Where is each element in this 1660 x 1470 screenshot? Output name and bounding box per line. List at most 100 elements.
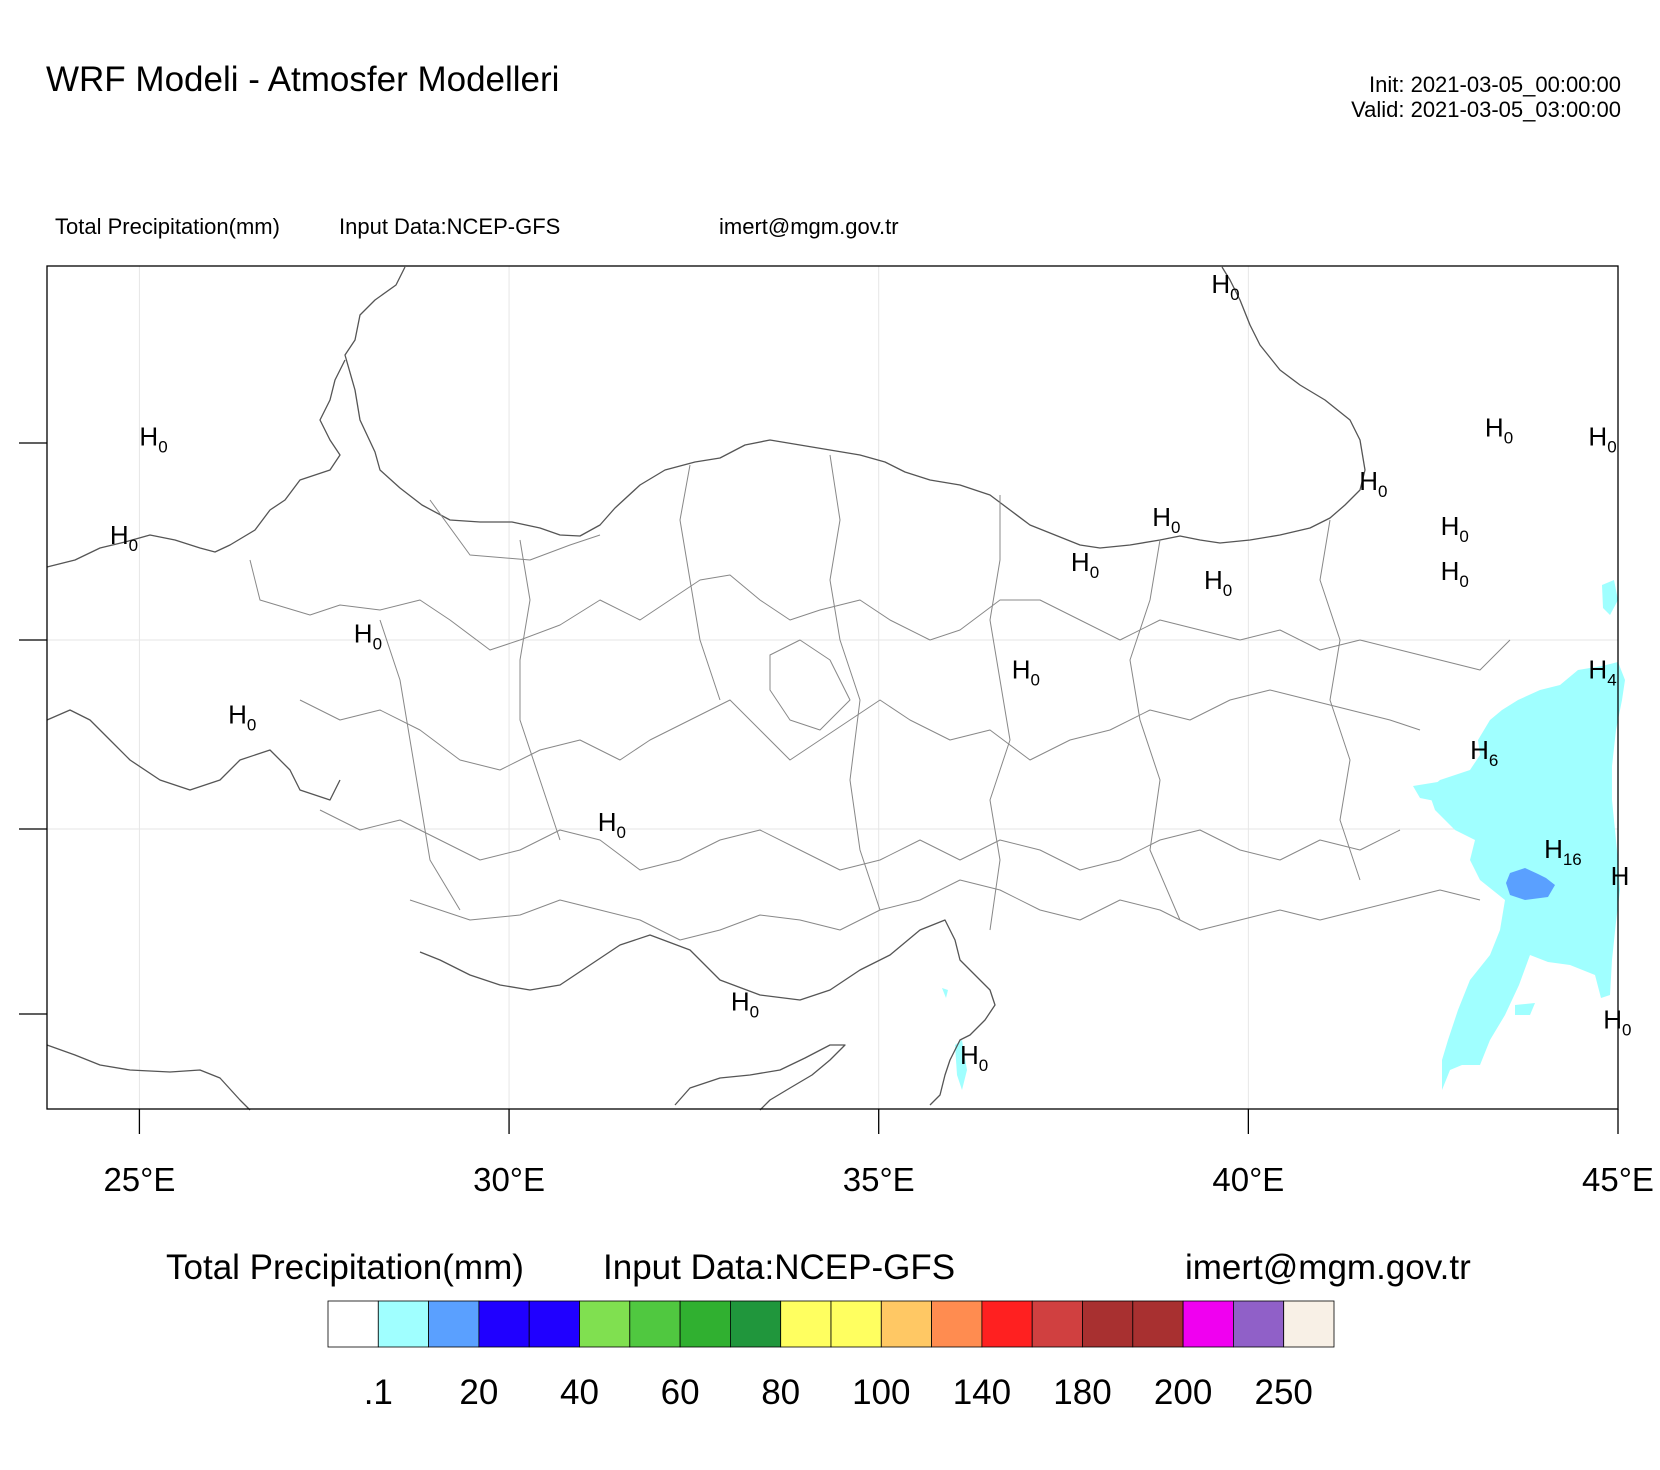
max-marker-value: 0 <box>158 437 167 456</box>
max-marker-value: 0 <box>1171 518 1180 537</box>
colorbar-label-3: 60 <box>660 1373 700 1412</box>
colorbar-box-10 <box>830 1300 882 1348</box>
colorbar-box-13 <box>981 1300 1033 1348</box>
max-marker-value: 0 <box>1459 572 1468 591</box>
colorbar-box-11 <box>880 1300 932 1348</box>
max-marker-14: H0 <box>228 699 256 734</box>
max-marker-value: 0 <box>1090 563 1099 582</box>
lon-tick-label-1: 30°E <box>473 1161 545 1198</box>
colorbar-label-2: 40 <box>560 1373 599 1412</box>
max-marker-value: 0 <box>1230 285 1239 304</box>
colorbar-box-9 <box>780 1300 832 1348</box>
max-marker-value: 6 <box>1489 751 1498 770</box>
max-marker-3: H0 <box>1588 421 1616 456</box>
colorbar-box-17 <box>1182 1300 1234 1348</box>
max-marker-2: H0 <box>1485 412 1513 447</box>
field-label: Total Precipitation(mm) <box>55 214 280 239</box>
colorbar-box-7 <box>679 1300 731 1348</box>
max-marker-value: 0 <box>373 635 382 654</box>
max-marker-value: 0 <box>1378 482 1387 501</box>
max-marker-16: H0 <box>598 807 626 842</box>
colorbar-box-3 <box>478 1300 530 1348</box>
max-marker-value: 0 <box>750 1002 759 1021</box>
max-marker-19: H0 <box>731 986 759 1021</box>
colorbar-label-4: 80 <box>761 1373 801 1412</box>
colorbar-box-2 <box>428 1300 480 1348</box>
colorbar-email: imert@mgm.gov.tr <box>1185 1248 1471 1287</box>
input-data-label: Input Data:NCEP-GFS <box>339 214 561 239</box>
max-marker-5: H0 <box>110 520 138 555</box>
lon-axis: 25°E 30°E 35°E 40°E 45°E <box>103 1109 1654 1198</box>
max-marker-value: 0 <box>1459 527 1468 546</box>
max-marker-18: H <box>1611 861 1630 891</box>
max-marker-value: 0 <box>617 823 626 842</box>
max-marker-value: 0 <box>1607 437 1616 456</box>
colorbar-label-5: 100 <box>852 1373 911 1412</box>
max-marker-0: H0 <box>1211 269 1239 304</box>
colorbar-box-5 <box>579 1300 631 1348</box>
max-marker-10: H0 <box>1204 565 1232 600</box>
max-marker-9: H0 <box>1441 556 1469 591</box>
colorbar-label-9: 250 <box>1254 1373 1313 1412</box>
max-marker-4: H0 <box>1359 466 1387 501</box>
max-markers: H0 H0 H0 H0 H0 H0 H0 H0 H0 H0 H0 H0 H0 H4 H0 H6 H0 H16 H H0… <box>110 269 1632 1075</box>
colorbar-box-18 <box>1233 1300 1285 1348</box>
max-marker-21: H0 <box>1603 1004 1631 1039</box>
colorbar-label-0: .1 <box>363 1373 393 1412</box>
lon-tick-label-3: 40°E <box>1212 1161 1284 1198</box>
colorbar-box-1 <box>377 1300 429 1348</box>
init-time: Init: 2021-03-05_00:00:00 <box>1369 72 1621 97</box>
max-marker-17: H16 <box>1544 834 1582 869</box>
colorbar-box-16 <box>1132 1300 1184 1348</box>
lon-tick-label-2: 35°E <box>843 1161 915 1198</box>
colorbar-box-12 <box>931 1300 983 1348</box>
colorbar-label-6: 140 <box>952 1373 1012 1412</box>
lon-tick-label-4: 45°E <box>1582 1161 1654 1198</box>
colorbar-label-8: 200 <box>1153 1373 1213 1412</box>
colorbar-box-14 <box>1031 1300 1083 1348</box>
max-marker-value: 0 <box>979 1056 988 1075</box>
max-marker-value: 0 <box>1504 428 1513 447</box>
max-marker-15: H6 <box>1470 735 1498 770</box>
map-frame <box>46 265 1619 1110</box>
colorbar-label-1: 20 <box>459 1373 499 1412</box>
max-marker-7: H0 <box>1441 511 1469 546</box>
max-marker-20: H0 <box>960 1040 988 1075</box>
lon-tick-label-0: 25°E <box>103 1161 175 1198</box>
colorbar-label-7: 180 <box>1053 1373 1112 1412</box>
max-marker-value: 0 <box>1223 581 1232 600</box>
max-marker-value: 16 <box>1563 850 1582 869</box>
coastline <box>46 266 1366 1111</box>
max-marker-value: 0 <box>129 536 138 555</box>
province-boundaries <box>249 454 1511 941</box>
precip-patch-south <box>1515 1003 1535 1015</box>
colorbar-boxes <box>327 1300 1335 1348</box>
max-marker-1: H0 <box>139 421 167 456</box>
precip-patch-cyprus-coast <box>955 1040 967 1090</box>
colorbar-box-15 <box>1082 1300 1134 1348</box>
precip-area-west-patch <box>1413 780 1468 802</box>
max-marker-value: 0 <box>1031 671 1040 690</box>
max-marker-13: H4 <box>1588 655 1616 690</box>
max-marker-value: 0 <box>247 715 256 734</box>
max-marker-11: H0 <box>354 619 382 654</box>
colorbar-box-0 <box>327 1300 379 1348</box>
colorbar-title: Total Precipitation(mm) <box>166 1248 524 1287</box>
valid-time: Valid: 2021-03-05_03:00:00 <box>1351 97 1621 122</box>
colorbar-input-label: Input Data:NCEP-GFS <box>603 1248 956 1287</box>
max-marker-value: 4 <box>1607 671 1616 690</box>
precipitation-shading <box>942 580 1625 1090</box>
max-marker-6: H0 <box>1152 502 1180 537</box>
max-marker-12: H0 <box>1012 655 1040 690</box>
precip-patch-hatay <box>942 988 948 998</box>
lat-tick-marks <box>19 442 47 1015</box>
map-title: WRF Modeli - Atmosfer Modelleri <box>46 60 560 99</box>
colorbar-box-4 <box>528 1300 580 1348</box>
colorbar-box-6 <box>629 1300 681 1348</box>
max-marker-value: 0 <box>1622 1020 1631 1039</box>
precip-area-max <box>1506 868 1555 900</box>
colorbar-box-8 <box>730 1300 782 1348</box>
precip-patch-north <box>1602 580 1618 615</box>
max-marker-8: H0 <box>1071 547 1099 582</box>
